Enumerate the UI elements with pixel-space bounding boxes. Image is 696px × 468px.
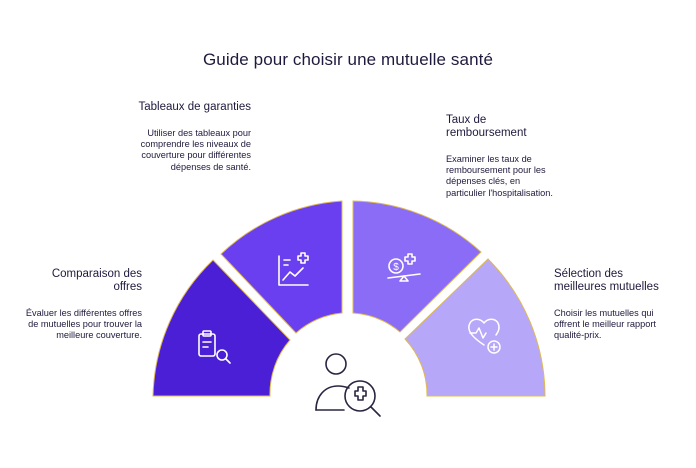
- desc-taux: Examiner les taux de remboursement pour …: [446, 154, 553, 198]
- page-title: Guide pour choisir une mutuelle santé: [202, 50, 494, 69]
- chart-plus-icon: [278, 252, 309, 286]
- heading-tableaux: Tableaux de garanties: [138, 101, 251, 113]
- svg-text:$: $: [393, 262, 399, 273]
- segment-selection: [404, 258, 546, 397]
- desc-comparaison: Évaluer les différentes offres de mutuel…: [25, 308, 142, 341]
- block-tableaux: Tableaux de garanties Utiliser des table…: [133, 101, 251, 173]
- block-selection: Sélection des meilleures mutuelles Chois…: [554, 268, 664, 342]
- segment-comparaison: [152, 259, 291, 397]
- heading-selection: Sélection des meilleures mutuelles: [554, 268, 659, 293]
- user-health-search-icon: [315, 353, 381, 417]
- block-comparaison: Comparaison des offres Évaluer les diffé…: [22, 268, 142, 342]
- money-scale-icon: $: [387, 253, 421, 282]
- heading-taux: Taux de remboursement: [446, 114, 527, 139]
- segment-taux: [352, 200, 482, 333]
- heading-comparaison: Comparaison des offres: [51, 268, 142, 293]
- desc-selection: Choisir les mutuelles qui offrent le mei…: [554, 308, 656, 341]
- block-taux: Taux de remboursement Examiner les taux …: [446, 114, 558, 199]
- heart-plus-icon: [468, 318, 501, 354]
- segment-tableaux: [220, 200, 343, 334]
- desc-tableaux: Utiliser des tableaux pour comprendre le…: [140, 128, 251, 172]
- clipboard-search-icon: [198, 330, 231, 364]
